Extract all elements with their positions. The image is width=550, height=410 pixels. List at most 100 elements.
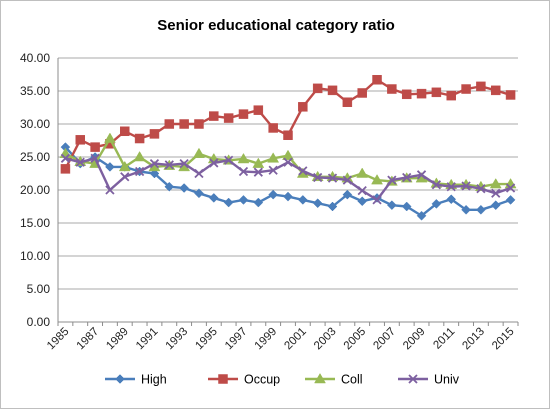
data-point-univ: [224, 155, 234, 165]
data-point-occup: [253, 105, 264, 115]
data-point-occup: [90, 142, 100, 152]
x-tick-label: 2011: [431, 326, 457, 352]
legend-label-high: High: [141, 373, 167, 387]
x-tick-label: 1999: [253, 326, 280, 353]
data-point-coll: [193, 147, 205, 158]
data-point-univ: [327, 173, 338, 183]
x-tick-label: 1989: [104, 326, 131, 353]
data-point-occup: [164, 119, 175, 129]
data-point-univ: [149, 158, 160, 169]
data-point-occup: [283, 130, 293, 140]
data-point-high: [461, 204, 471, 215]
data-point-occup: [223, 113, 234, 123]
data-point-occup: [238, 109, 249, 119]
data-point-high: [490, 200, 501, 211]
legend-item-univ: Univ: [398, 373, 460, 387]
data-point-coll: [356, 167, 369, 178]
data-point-occup: [342, 97, 353, 107]
y-tick-label: 0.00: [27, 315, 51, 329]
data-point-univ: [60, 153, 71, 163]
legend-item-occup: Occup: [208, 373, 280, 387]
data-point-occup: [387, 84, 397, 94]
data-point-high: [105, 162, 115, 172]
data-point-coll: [118, 160, 131, 172]
data-point-high: [446, 194, 457, 205]
data-point-univ: [298, 166, 308, 176]
y-tick-label: 30.00: [20, 117, 50, 131]
legend-item-high: High: [105, 373, 167, 387]
series-univ: [60, 153, 516, 205]
y-tick-label: 35.00: [20, 84, 50, 98]
data-point-univ: [431, 180, 442, 190]
data-point-univ: [446, 182, 456, 192]
data-point-occup: [268, 123, 278, 133]
legend-marker-univ: [408, 374, 418, 384]
data-point-occup: [357, 88, 367, 98]
data-point-occup: [431, 87, 442, 98]
data-point-high: [208, 193, 219, 203]
data-point-univ: [342, 175, 352, 185]
data-point-occup: [461, 84, 471, 94]
y-tick-label: 5.00: [27, 282, 51, 296]
x-tick-label: 1991: [134, 326, 161, 353]
legend-label-coll: Coll: [341, 373, 363, 387]
data-point-univ: [194, 168, 204, 179]
data-point-coll: [282, 149, 294, 160]
data-point-occup: [490, 85, 501, 96]
data-point-high: [476, 204, 486, 215]
chart-title: Senior educational category ratio: [157, 17, 395, 34]
data-point-occup: [60, 164, 71, 174]
data-point-univ: [134, 166, 145, 177]
data-point-univ: [416, 170, 427, 180]
data-point-high: [416, 210, 427, 221]
data-point-high: [431, 199, 442, 209]
data-point-occup: [476, 81, 486, 92]
data-point-high: [149, 168, 160, 179]
data-point-high: [327, 201, 338, 212]
series-group: [59, 75, 517, 221]
data-point-univ: [105, 185, 115, 195]
x-tick-label: 1987: [75, 326, 102, 353]
data-point-occup: [327, 85, 338, 96]
data-point-high: [297, 195, 308, 205]
data-point-high: [401, 201, 412, 212]
data-point-univ: [253, 167, 263, 177]
data-point-occup: [416, 88, 427, 99]
data-point-univ: [461, 181, 471, 191]
data-point-coll: [371, 174, 383, 185]
data-point-occup: [209, 111, 219, 121]
data-point-univ: [75, 157, 85, 167]
x-tick-labels: 1985 1987 1989 1991 1993 1995 1997 1999 2001 2003…: [45, 326, 517, 353]
data-point-univ: [313, 172, 323, 183]
data-point-coll: [489, 178, 502, 189]
legend-label-univ: Univ: [434, 373, 460, 387]
data-point-univ: [179, 158, 189, 169]
data-point-occup: [298, 102, 308, 112]
data-point-univ: [357, 186, 367, 196]
data-point-univ: [491, 188, 501, 198]
data-point-occup: [372, 75, 382, 85]
axes: [57, 58, 519, 326]
data-point-high: [387, 200, 397, 211]
data-point-univ: [164, 160, 174, 170]
data-point-univ: [238, 166, 249, 177]
data-point-coll: [267, 152, 280, 163]
y-tick-labels: 0.00 5.00 10.00 15.00 20.00 25.00 30.00 35.00 40…: [20, 51, 50, 329]
y-tick-label: 10.00: [20, 249, 50, 263]
data-point-univ: [505, 183, 516, 193]
legend-marker-occup: [218, 374, 228, 384]
data-point-high: [238, 195, 249, 205]
data-point-occup: [194, 119, 204, 129]
data-point-high: [283, 191, 293, 202]
x-tick-label: 2013: [460, 326, 487, 353]
data-point-occup: [179, 119, 189, 129]
data-point-coll: [237, 152, 250, 164]
data-point-univ: [387, 175, 397, 185]
x-tick-label: 1997: [223, 326, 250, 353]
legend-marker-high: [115, 374, 125, 384]
data-point-occup: [446, 90, 456, 101]
y-tick-label: 25.00: [20, 150, 50, 164]
legend: High Occup Coll Univ: [105, 373, 460, 387]
